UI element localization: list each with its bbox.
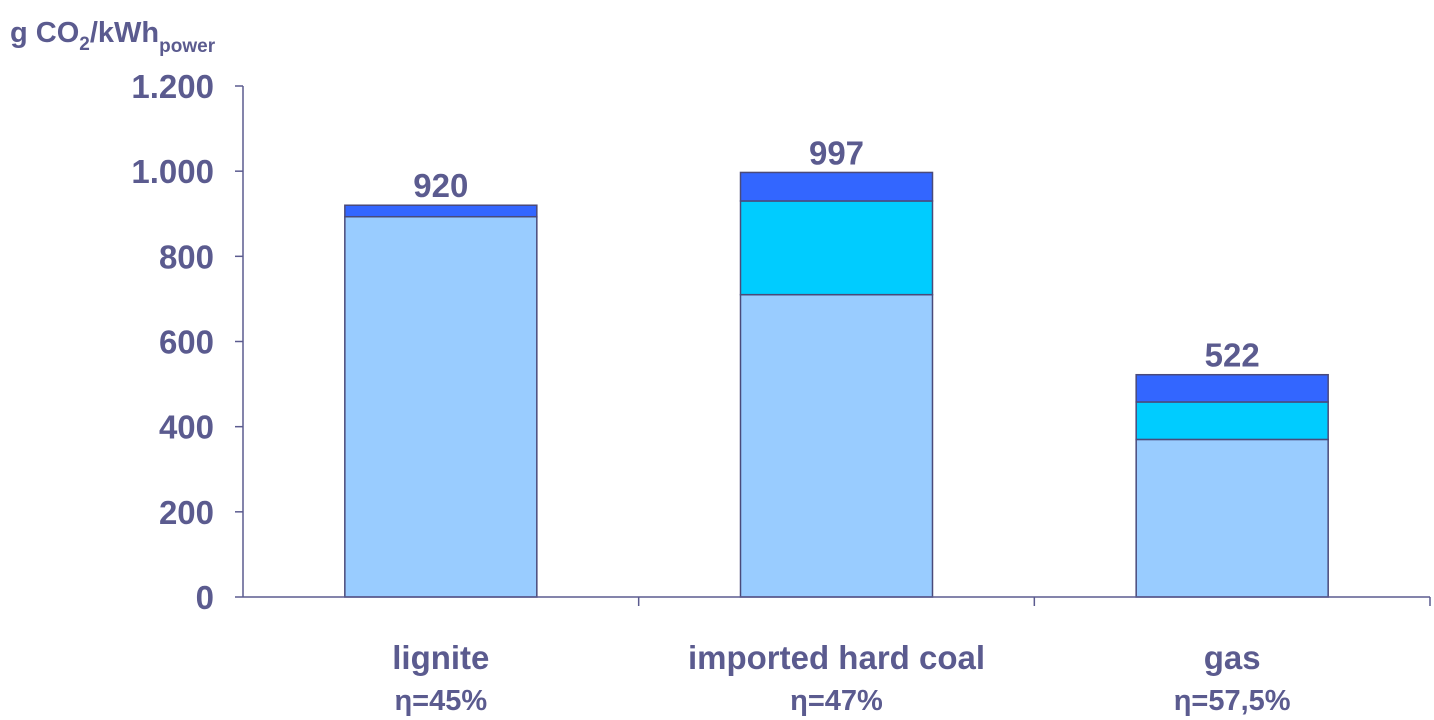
bar-segment-2-3: [739, 171, 934, 202]
axes: [235, 85, 1431, 606]
bar-total-label: 997: [809, 134, 864, 171]
bar-segment-3-2: [1135, 401, 1329, 441]
bar-segment-3-1: [1135, 438, 1329, 598]
x-category-label: gas: [1204, 639, 1261, 676]
x-category-label: imported hard coal: [688, 639, 985, 676]
y-tick-label: 800: [159, 238, 214, 275]
bars: [344, 171, 1329, 598]
y-tick-labels: 0 200 400 600 800 1.000 1.200: [131, 68, 214, 616]
x-category-sublabel: η=45%: [394, 685, 487, 717]
y-tick-label: 0: [196, 579, 214, 616]
x-category-label: lignite: [392, 639, 489, 676]
bar-segment-2-2: [739, 200, 934, 296]
y-tick-label: 200: [159, 494, 214, 531]
y-axis-label: g CO2/kWhpower: [10, 17, 216, 57]
bar-segment-2-1: [739, 293, 934, 598]
y-axis-label-sub2: power: [159, 36, 216, 57]
bar-segment-3-3: [1135, 373, 1329, 403]
bar-segment-1-1: [344, 215, 538, 598]
y-tick-label: 1.000: [131, 153, 214, 190]
bar-segment-1-3: [344, 204, 538, 218]
y-axis-label-main: g CO: [10, 17, 79, 49]
y-tick-label: 1.200: [131, 68, 214, 105]
y-tick-label: 600: [159, 324, 214, 361]
bar-total-label: 920: [413, 167, 468, 204]
y-axis-label-middle: /kWh: [90, 17, 159, 49]
bar-total-label: 522: [1205, 337, 1260, 374]
svg-text:g CO2/kWhpower: g CO2/kWhpower: [10, 17, 216, 57]
x-category-sublabel: η=57,5%: [1174, 685, 1291, 717]
y-tick-label: 400: [159, 409, 214, 446]
bar-total-labels: 920 997 522: [413, 134, 1259, 373]
x-category-sublabel: η=47%: [790, 685, 883, 717]
y-axis-label-sub: 2: [79, 34, 90, 55]
x-category-labels: lignite η=45% imported hard coal η=47% gas η=…: [392, 639, 1291, 717]
